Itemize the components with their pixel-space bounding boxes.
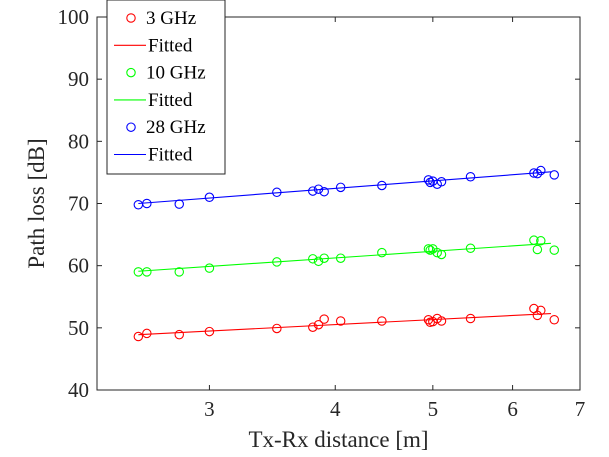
data-point-28-ghz xyxy=(142,198,152,209)
data-point-3-ghz xyxy=(536,305,546,316)
legend-box xyxy=(106,0,226,175)
data-point-10-ghz xyxy=(319,253,329,263)
legend-fit-label-28-ghz: Fitted xyxy=(148,145,193,166)
data-point-10-ghz xyxy=(432,247,442,258)
legend: 3 GHz Fitted 10 GHz Fitted 28 GHz Fitted xyxy=(106,0,226,175)
fit-line-3-ghz xyxy=(138,312,551,336)
legend-marker-3-ghz xyxy=(126,13,136,23)
data-point-28-ghz xyxy=(204,192,215,203)
data-point-28-ghz xyxy=(272,187,282,198)
y-tick-label: 60 xyxy=(68,254,89,278)
x-tick-label: 5 xyxy=(428,397,439,421)
data-point-10-ghz xyxy=(423,244,434,254)
data-point-3-ghz xyxy=(549,315,560,325)
x-tick-label: 3 xyxy=(204,397,215,421)
legend-marker-28-ghz xyxy=(126,122,136,132)
data-point-3-ghz xyxy=(204,326,215,337)
data-point-3-ghz xyxy=(133,331,144,342)
data-point-28-ghz xyxy=(536,165,546,176)
data-point-10-ghz xyxy=(549,245,560,255)
data-point-3-ghz xyxy=(436,316,447,326)
y-tick-label: 90 xyxy=(68,67,89,91)
y-tick-label: 50 xyxy=(68,316,89,340)
legend-label-10-ghz: 10 GHz xyxy=(146,63,206,84)
data-point-10-ghz xyxy=(174,267,184,277)
data-point-3-ghz xyxy=(377,316,387,326)
y-axis-label: Path loss [dB] xyxy=(24,138,49,268)
y-tick-label: 80 xyxy=(68,129,89,153)
data-point-28-ghz xyxy=(532,168,543,179)
data-point-10-ghz xyxy=(465,243,476,254)
data-point-10-ghz xyxy=(529,235,539,245)
data-point-10-ghz xyxy=(142,267,152,277)
data-point-3-ghz xyxy=(313,319,324,330)
data-point-28-ghz xyxy=(465,172,476,182)
data-point-3-ghz xyxy=(272,323,282,334)
data-point-3-ghz xyxy=(308,322,318,332)
legend-marker-10-ghz xyxy=(126,67,136,78)
y-tick-label: 100 xyxy=(58,5,90,29)
data-point-10-ghz xyxy=(377,247,387,258)
legend-label-28-ghz: 28 GHz xyxy=(146,117,206,138)
series-layer xyxy=(133,165,560,342)
data-point-10-ghz xyxy=(436,249,447,260)
data-point-3-ghz xyxy=(142,328,152,339)
data-point-3-ghz xyxy=(174,329,184,340)
y-tick-label: 40 xyxy=(68,378,89,402)
data-point-28-ghz xyxy=(174,199,184,209)
data-point-28-ghz xyxy=(377,180,387,191)
legend-label-3-ghz: 3 GHz xyxy=(146,8,196,29)
x-axis-label: Tx-Rx distance [m] xyxy=(248,427,428,452)
data-point-28-ghz xyxy=(529,168,539,178)
data-point-28-ghz xyxy=(313,184,324,194)
data-point-3-ghz xyxy=(532,310,543,321)
data-point-10-ghz xyxy=(335,253,346,263)
data-point-28-ghz xyxy=(319,186,329,197)
data-point-10-ghz xyxy=(272,257,282,267)
data-point-10-ghz xyxy=(532,244,543,255)
legend-fit-label-10-ghz: Fitted xyxy=(148,90,193,111)
data-point-10-ghz xyxy=(204,263,215,273)
data-point-28-ghz xyxy=(423,175,434,185)
ticks-layer: 3 4 5 6 7 40 50 60 70 80 90 100 xyxy=(58,5,586,421)
x-tick-label: 6 xyxy=(507,397,518,421)
data-point-10-ghz xyxy=(308,254,318,264)
data-point-10-ghz xyxy=(536,236,546,246)
data-point-3-ghz xyxy=(465,313,476,324)
x-tick-label: 4 xyxy=(330,397,341,421)
data-point-28-ghz xyxy=(308,186,318,196)
data-point-10-ghz xyxy=(313,256,324,267)
data-point-28-ghz xyxy=(549,170,560,180)
data-point-28-ghz xyxy=(335,182,346,193)
legend-fit-label-3-ghz: Fitted xyxy=(148,35,193,56)
data-point-3-ghz xyxy=(335,316,346,326)
data-point-3-ghz xyxy=(319,314,329,324)
y-tick-label: 70 xyxy=(68,192,89,216)
data-point-28-ghz xyxy=(436,176,447,187)
x-tick-label: 7 xyxy=(575,397,586,421)
